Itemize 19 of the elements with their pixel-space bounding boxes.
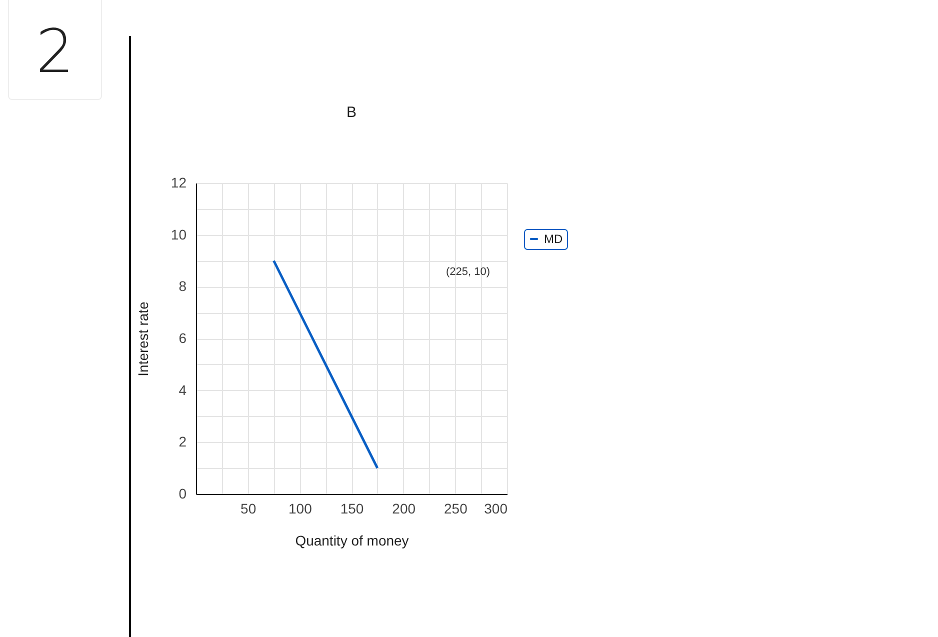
x-tick-label: 100	[288, 500, 312, 516]
x-tick-label: 150	[340, 500, 364, 516]
text: 2	[8, 0, 102, 100]
y-tick-label: 8	[178, 278, 187, 294]
y-tick-label: 2	[178, 434, 187, 450]
x-tick-label: 200	[392, 500, 416, 516]
y-tick-label: 0	[178, 486, 187, 502]
legend-label: MD	[544, 232, 563, 246]
y-tick-label: 6	[178, 330, 187, 346]
x-tick-label: 300	[484, 500, 508, 516]
chart-title: B	[346, 104, 357, 121]
x-tick-label: 250	[444, 500, 468, 516]
x-tick-label: 50	[240, 500, 256, 516]
annotation: (225, 10)	[446, 266, 490, 278]
y-tick-label: 12	[170, 174, 187, 190]
x-axis-title: Quantity of money	[295, 532, 409, 548]
y-axis-title: Interest rate	[134, 301, 151, 376]
y-tick-label: 4	[178, 382, 187, 398]
y-tick-label: 10	[170, 226, 187, 242]
